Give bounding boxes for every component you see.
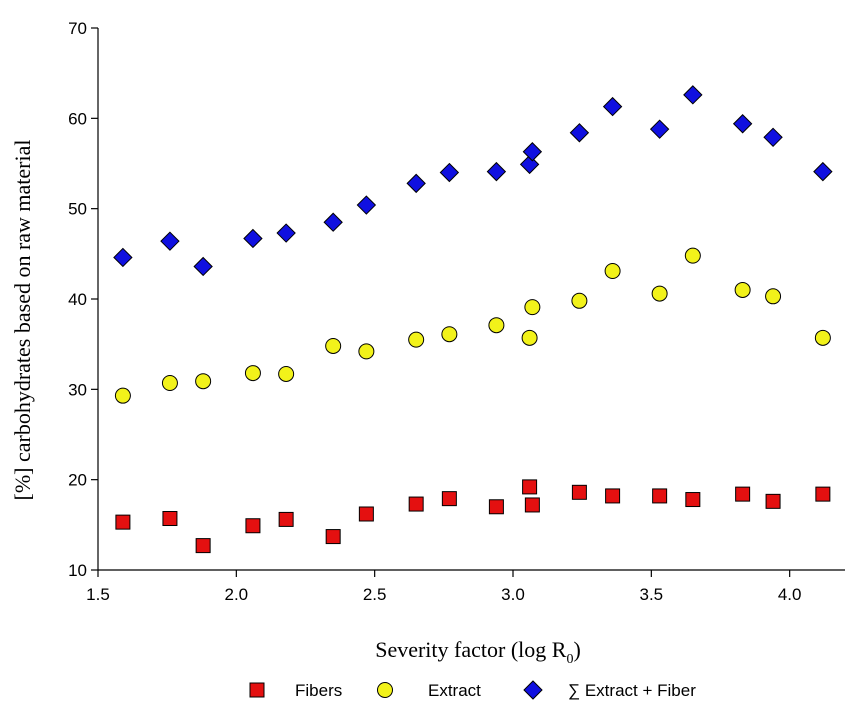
data-point-circle — [195, 373, 212, 390]
data-point-diamond — [193, 256, 213, 277]
data-point-square — [605, 488, 621, 504]
data-point-circle — [408, 331, 425, 348]
data-point-circle — [441, 326, 458, 343]
data-point-square — [441, 491, 457, 507]
data-point-square — [524, 497, 540, 513]
data-point-diamond — [683, 85, 703, 105]
y-axis-title: [%] carbohydrates based on raw material — [10, 139, 35, 500]
data-point-circle — [524, 299, 541, 316]
data-point-circle — [114, 387, 131, 404]
legend-marker-diamond — [523, 680, 543, 700]
series-square — [115, 479, 831, 554]
data-point-square — [488, 499, 504, 515]
legend-label: Extract — [428, 681, 481, 700]
x-tick-label: 1.5 — [86, 585, 110, 604]
y-tick-label: 40 — [68, 290, 87, 309]
data-point-diamond — [569, 123, 590, 143]
x-tick-label: 2.0 — [225, 585, 249, 604]
data-point-square — [685, 492, 701, 508]
data-point-diamond — [323, 212, 343, 232]
data-point-circle — [521, 329, 538, 346]
data-point-circle — [814, 329, 831, 346]
data-point-square — [765, 493, 781, 509]
data-point-diamond — [732, 114, 753, 134]
data-point-diamond — [276, 223, 296, 243]
data-point-diamond — [486, 161, 507, 182]
legend-marker-circle — [377, 682, 393, 698]
y-tick-label: 30 — [68, 380, 87, 399]
x-tick-label: 3.5 — [640, 585, 664, 604]
data-point-circle — [488, 317, 505, 334]
data-point-circle — [161, 375, 178, 392]
legend-marker-square — [249, 682, 265, 698]
x-axis-title-close: ) — [573, 637, 580, 662]
data-marks — [113, 85, 833, 554]
data-point-diamond — [813, 161, 833, 182]
data-point-diamond — [406, 173, 426, 194]
x-tick-label: 3.0 — [501, 585, 525, 604]
y-tick-label: 10 — [68, 561, 87, 580]
x-tick-label: 2.5 — [363, 585, 387, 604]
data-point-square — [195, 538, 211, 554]
data-point-circle — [358, 343, 375, 360]
data-point-diamond — [356, 195, 377, 215]
data-point-circle — [734, 281, 751, 298]
data-point-square — [325, 529, 341, 545]
data-point-circle — [571, 292, 588, 309]
data-point-diamond — [160, 231, 180, 251]
data-point-diamond — [649, 119, 670, 139]
data-point-square — [162, 511, 178, 527]
data-point-square — [652, 488, 668, 504]
y-tick-label: 20 — [68, 471, 87, 490]
axes: 10 20 30 40 50 60 70 1.5 2.0 2.5 3.0 3.5 4.0 — [68, 19, 845, 604]
data-point-circle — [325, 337, 342, 354]
x-axis-title-main: Severity factor (log R — [375, 637, 567, 662]
data-point-diamond — [113, 247, 133, 268]
y-tick-label: 50 — [68, 200, 87, 219]
data-point-diamond — [763, 127, 783, 148]
y-tick-label: 70 — [68, 19, 87, 38]
legend: Fibers Extract ∑ Extract + Fiber — [249, 680, 696, 700]
data-point-circle — [765, 288, 782, 305]
data-point-circle — [244, 365, 261, 382]
legend-label: ∑ Extract + Fiber — [568, 681, 696, 700]
data-point-circle — [278, 365, 295, 382]
x-axis-title: Severity factor (log R0) — [375, 637, 581, 667]
data-point-square — [115, 514, 131, 530]
data-point-square — [571, 484, 587, 500]
data-point-square — [245, 518, 261, 534]
data-point-circle — [684, 247, 701, 264]
data-point-circle — [651, 285, 668, 302]
data-point-square — [278, 511, 294, 527]
legend-label: Fibers — [295, 681, 342, 700]
series-circle — [114, 247, 831, 404]
data-point-diamond — [519, 154, 540, 175]
x-axis-title-subscript: 0 — [566, 652, 573, 667]
data-point-square — [522, 479, 538, 495]
data-point-square — [408, 496, 424, 512]
y-tick-label: 60 — [68, 109, 87, 128]
data-point-square — [735, 486, 751, 502]
data-point-square — [815, 486, 831, 502]
data-point-diamond — [243, 228, 263, 249]
series-diamond — [113, 85, 833, 277]
x-tick-label: 4.0 — [778, 585, 802, 604]
data-point-circle — [604, 262, 621, 279]
data-point-square — [358, 506, 374, 522]
data-point-diamond — [439, 162, 460, 183]
data-point-diamond — [602, 96, 623, 117]
data-point-diamond — [522, 142, 543, 162]
